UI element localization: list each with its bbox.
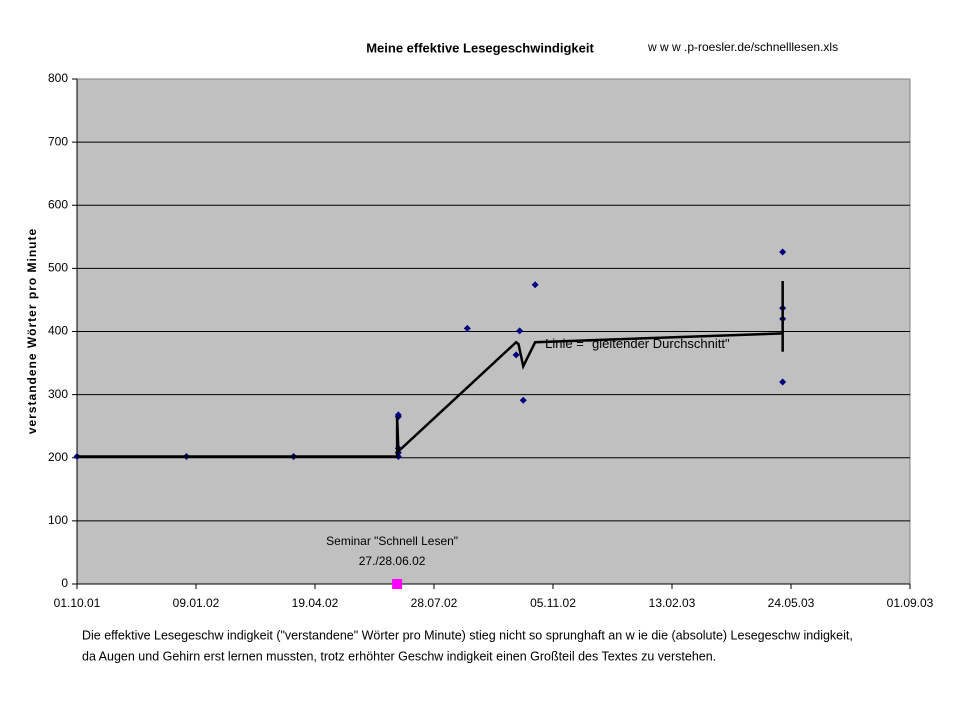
chart-subtitle: w w w .p-roesler.de/schnelllesen.xls xyxy=(647,40,838,54)
y-tick-label: 100 xyxy=(48,513,68,527)
x-tick-label: 19.04.02 xyxy=(292,596,339,610)
footnote: Die effektive Lesegeschw indigkeit ("ver… xyxy=(82,628,853,642)
footnote: da Augen und Gehirn erst lernen mussten,… xyxy=(82,649,716,663)
annotation: Seminar "Schnell Lesen" xyxy=(326,534,458,548)
y-tick-label: 800 xyxy=(48,71,68,85)
x-tick-label: 01.10.01 xyxy=(54,596,101,610)
data-point xyxy=(779,378,787,386)
x-tick-label: 01.09.03 xyxy=(887,596,934,610)
y-tick-label: 600 xyxy=(48,197,68,211)
data-point xyxy=(531,281,539,289)
y-tick-label: 700 xyxy=(48,134,68,148)
y-tick-label: 500 xyxy=(48,261,68,275)
annotation: Linie = "gleitender Durchschnitt" xyxy=(545,336,730,351)
y-tick-label: 200 xyxy=(48,450,68,464)
y-tick-label: 300 xyxy=(48,387,68,401)
y-tick-label: 0 xyxy=(61,576,68,590)
data-point xyxy=(519,396,527,404)
data-point xyxy=(779,248,787,256)
y-axis-label: verstandene Wörter pro Minute xyxy=(25,228,39,434)
x-tick-label: 13.02.03 xyxy=(649,596,696,610)
x-tick-label: 28.07.02 xyxy=(411,596,458,610)
x-tick-label: 09.01.02 xyxy=(173,596,220,610)
x-tick-label: 24.05.03 xyxy=(768,596,815,610)
data-point xyxy=(512,351,520,359)
data-point xyxy=(516,327,524,335)
x-tick-label: 05.11.02 xyxy=(530,596,576,610)
chart-title: Meine effektive Lesegeschwindigkeit xyxy=(366,40,594,55)
annotation: 27./28.06.02 xyxy=(359,554,426,568)
moving-average-line xyxy=(77,281,784,458)
y-tick-label: 400 xyxy=(48,324,68,338)
data-point xyxy=(463,324,471,332)
seminar-marker xyxy=(392,579,403,589)
